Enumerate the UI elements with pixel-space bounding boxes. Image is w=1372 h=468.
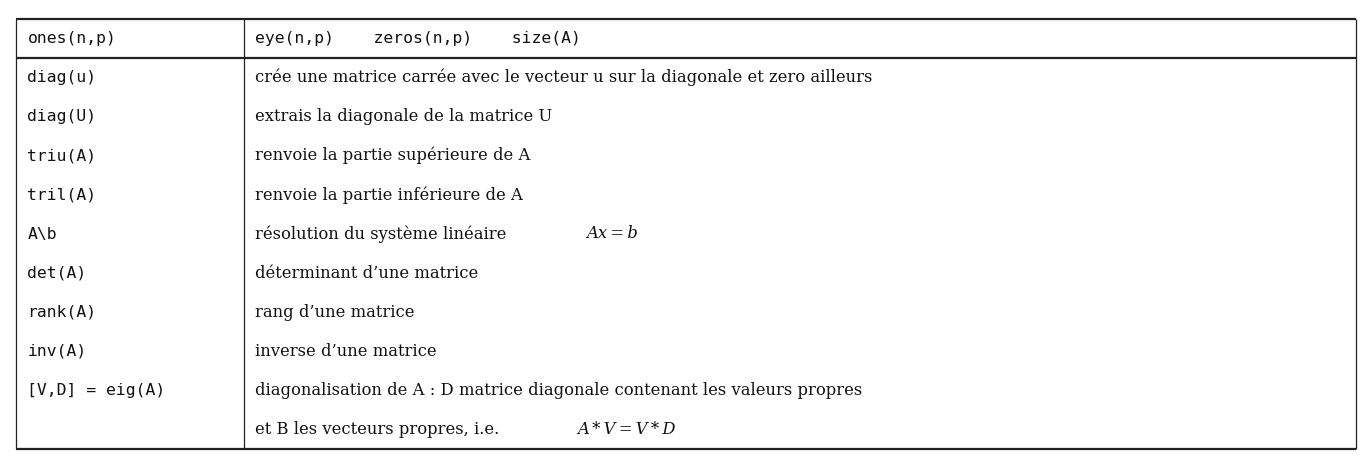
Text: résolution du système linéaire: résolution du système linéaire [255, 225, 512, 243]
Text: eye(n,p)    zeros(n,p)    size(A): eye(n,p) zeros(n,p) size(A) [255, 31, 582, 46]
Text: diag(U): diag(U) [27, 109, 96, 124]
Text: crée une matrice carrée avec le vecteur u sur la diagonale et zero ailleurs: crée une matrice carrée avec le vecteur … [255, 69, 873, 86]
Text: inverse d’une matrice: inverse d’une matrice [255, 343, 436, 360]
Text: rank(A): rank(A) [27, 305, 96, 320]
Text: A * V = V * D: A * V = V * D [578, 421, 675, 438]
Text: A\b: A\b [27, 227, 58, 241]
Text: tril(A): tril(A) [27, 187, 96, 202]
Text: déterminant d’une matrice: déterminant d’une matrice [255, 264, 479, 282]
Text: diagonalisation de A : D matrice diagonale contenant les valeurs propres: diagonalisation de A : D matrice diagona… [255, 382, 863, 399]
Text: renvoie la partie supérieure de A: renvoie la partie supérieure de A [255, 147, 531, 164]
Text: inv(A): inv(A) [27, 344, 86, 359]
Text: extrais la diagonale de la matrice U: extrais la diagonale de la matrice U [255, 108, 553, 125]
Text: triu(A): triu(A) [27, 148, 96, 163]
Text: det(A): det(A) [27, 266, 86, 281]
Text: [V,D] = eig(A): [V,D] = eig(A) [27, 383, 166, 398]
Text: diag(u): diag(u) [27, 70, 96, 85]
Text: ones(n,p): ones(n,p) [27, 31, 117, 46]
Text: et B les vecteurs propres, i.e.: et B les vecteurs propres, i.e. [255, 421, 505, 438]
Text: rang d’une matrice: rang d’une matrice [255, 304, 414, 321]
Text: renvoie la partie inférieure de A: renvoie la partie inférieure de A [255, 186, 523, 204]
Text: Ax = b: Ax = b [586, 226, 638, 242]
